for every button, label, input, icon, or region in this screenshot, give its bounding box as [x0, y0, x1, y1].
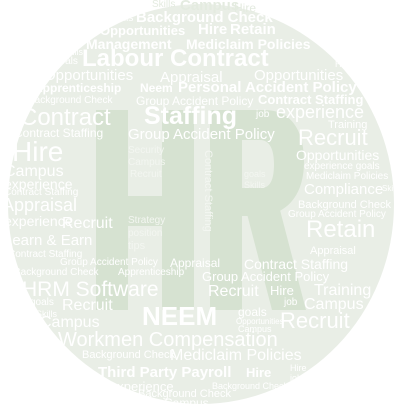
cloud-word: HRM Software: [22, 278, 159, 301]
cloud-word: Security: [128, 145, 165, 156]
cloud-word: Hire: [246, 365, 272, 380]
cloud-word: Group Accident Policy: [202, 269, 330, 284]
cloud-word: Labour Contract: [82, 45, 269, 72]
cloud-word: Campus: [4, 163, 64, 180]
cloud-word: experience: [4, 213, 73, 229]
cloud-word: Contract Staffing: [14, 126, 104, 140]
cloud-word: Strategy: [128, 215, 166, 226]
cloud-word: Recruit: [62, 297, 113, 314]
cloud-word: Skills: [110, 13, 134, 24]
cloud-word: Campus: [180, 0, 240, 14]
cloud-word: job: [284, 297, 298, 308]
cloud-word: Contract Staffing: [202, 150, 214, 232]
cloud-word: Recruit: [62, 215, 113, 232]
cloud-word: Hire: [12, 136, 64, 167]
cloud-word: Background Check: [136, 9, 273, 26]
cloud-word: Recruit: [130, 169, 162, 180]
cloud-word: Contract Staffing: [8, 249, 83, 260]
cloud-word: Background Check: [28, 95, 113, 106]
cloud-word: Hire: [270, 283, 294, 298]
cloud-word: Skills: [62, 47, 84, 57]
cloud-word: job: [290, 373, 303, 383]
cloud-word: Training: [314, 282, 372, 299]
cloud-word: Management: [86, 36, 172, 52]
cloud-word: Hire: [290, 363, 307, 373]
hr-logo: [96, 110, 306, 310]
cloud-word: goals: [238, 305, 267, 319]
cloud-word: job: [80, 367, 91, 376]
cloud-background-disc: [8, 4, 394, 404]
cloud-word: experience goals: [304, 161, 380, 172]
cloud-word: Opportunities: [44, 67, 134, 84]
cloud-word: Opportunities: [236, 317, 284, 326]
cloud-word: Apprenticeship: [118, 267, 185, 278]
cloud-word: goals: [54, 56, 78, 67]
cloud-word: Contract: [20, 104, 111, 131]
cloud-word: Contract Staffing: [4, 187, 79, 198]
cloud-word: Opportunities: [296, 147, 380, 163]
cloud-word: Background Check: [82, 349, 175, 361]
cloud-word: Recruit: [208, 283, 259, 300]
cloud-word: Campus: [128, 157, 166, 168]
cloud-word: Staffing: [144, 102, 238, 130]
cloud-word: Campus: [238, 324, 272, 334]
cloud-word: Recruit: [280, 308, 350, 333]
cloud-word: Group Accident Policy: [136, 94, 254, 108]
cloud-word: Hire: [198, 21, 228, 38]
cloud-word: Hire: [335, 59, 352, 69]
cloud-word: tips: [128, 240, 146, 252]
cloud-word: Contract Staffing: [244, 256, 349, 272]
cloud-word: Opportunities: [254, 67, 344, 84]
cloud-word: Appraisal: [160, 69, 223, 86]
cloud-word: Compliance: [304, 181, 384, 198]
cloud-word: Third Party Payroll: [98, 364, 232, 381]
cloud-word: Appraisal: [310, 245, 356, 257]
cloud-word: Neem: [140, 81, 173, 95]
cloud-word: Skills: [152, 0, 176, 10]
cloud-word: Opportunities: [100, 23, 186, 38]
cloud-word: Group Accident Policy: [128, 126, 275, 143]
cloud-word: experience: [4, 176, 73, 192]
cloud-word: Personal Accident Policy: [178, 79, 357, 96]
cloud-word: Background Check: [138, 388, 231, 400]
cloud-word: goals: [30, 297, 54, 308]
cloud-word: Apprenticeship: [34, 81, 122, 95]
cloud-word: Skills: [382, 184, 400, 193]
cloud-word: Appraisal: [170, 256, 221, 270]
cloud-word: NEEM: [142, 301, 218, 331]
cloud-word: Retain: [306, 216, 376, 243]
cloud-word: Hire: [234, 1, 257, 15]
cloud-word: Campus: [40, 314, 100, 331]
cloud-word: Mediclaim Policies: [170, 347, 302, 364]
cloud-word: Mediclaim Policies: [186, 36, 311, 52]
cloud-word: Mediclaim Policies: [306, 171, 389, 182]
cloud-word: experience: [110, 379, 174, 394]
cloud-word: Appraisal: [2, 195, 78, 215]
cloud-word: Campus: [164, 396, 209, 408]
cloud-word: Learn & Earn: [4, 232, 93, 249]
cloud-word: Background Check: [14, 267, 99, 278]
cloud-word: Recruit: [298, 125, 368, 150]
cloud-word: Group Accident Policy: [60, 257, 158, 268]
cloud-word: Workmen Compensation: [58, 329, 278, 351]
cloud-word: Campus: [304, 296, 364, 313]
cloud-word: Retain: [230, 21, 276, 38]
cloud-word: Contract Staffing: [258, 92, 364, 107]
cloud-word: position: [128, 228, 163, 239]
cloud-word: Background Check: [298, 199, 391, 211]
cloud-word: Training: [328, 119, 368, 131]
cloud-word: Background Check: [212, 381, 289, 391]
cloud-word: job: [256, 109, 270, 120]
cloud-word: goals: [244, 169, 266, 179]
cloud-word: Skills: [244, 180, 266, 190]
cloud-word: Group Accident Policy: [288, 209, 386, 220]
cloud-word: Skills: [36, 309, 58, 319]
cloud-word: experience: [276, 102, 365, 122]
